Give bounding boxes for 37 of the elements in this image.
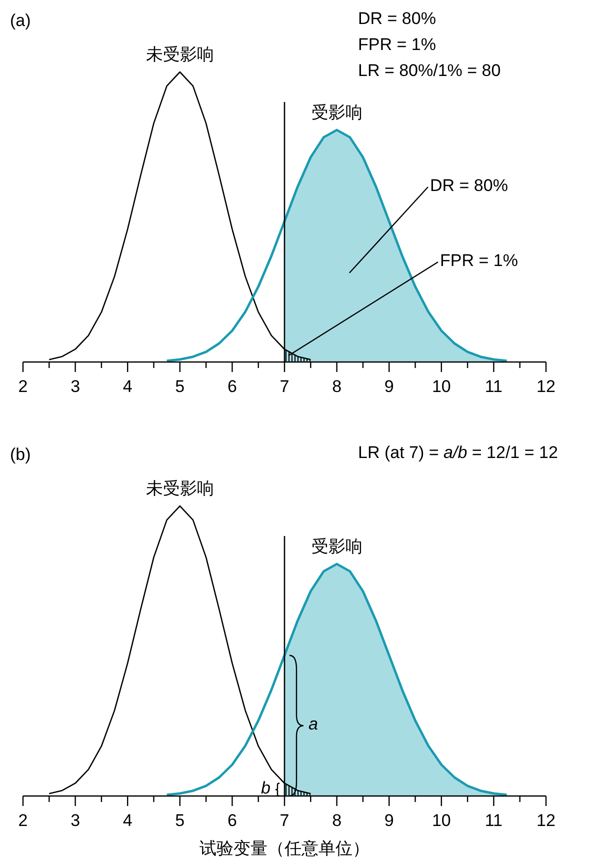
x-tick-label: 5 (175, 377, 185, 396)
x-tick-label: 11 (484, 377, 503, 396)
x-axis-title: 试验变量（任意单位） (200, 839, 370, 858)
x-tick-label: 4 (122, 377, 132, 396)
x-tick-label: 7 (280, 377, 290, 396)
annotation: LR = 80%/1% = 80 (358, 61, 501, 80)
x-tick-label: 8 (332, 377, 342, 396)
x-tick-label: 6 (227, 811, 237, 830)
chart-title: (a) (10, 11, 31, 30)
text: FPR = 1% (358, 35, 436, 54)
x-tick-label: 10 (432, 811, 451, 830)
x-tick-label: 10 (432, 377, 451, 396)
x-tick-label: 3 (70, 811, 80, 830)
text: LR (at 7) = a/b = 12/1 = 12 (358, 443, 558, 462)
annotation: DR = 80% (430, 176, 508, 196)
series-label: 受影响 (311, 103, 362, 122)
x-tick-label: 11 (484, 811, 503, 830)
x-tick-label: 9 (384, 811, 394, 830)
annotation: a (308, 715, 318, 734)
x-tick-label: 2 (18, 811, 28, 830)
x-tick-label: 8 (332, 811, 342, 830)
annotation: b (261, 779, 270, 798)
x-tick-label: 3 (70, 377, 80, 396)
x-tick-label: 4 (122, 811, 132, 830)
x-tick-label: 12 (536, 377, 556, 396)
x-tick-label: 12 (536, 811, 556, 830)
series-label: 未受影响 (146, 479, 214, 498)
x-tick-label: 5 (175, 811, 185, 830)
x-tick-label: 9 (384, 377, 394, 396)
series-label: 受影响 (311, 537, 362, 556)
x-tick-label: 7 (280, 811, 290, 830)
series-label: 未受影响 (146, 45, 214, 64)
annotation: FPR = 1% (440, 251, 518, 270)
x-tick-label: 2 (18, 377, 28, 396)
x-tick-label: 6 (227, 377, 237, 396)
text: DR = 80% (358, 9, 436, 28)
chart-title: (b) (10, 445, 31, 464)
